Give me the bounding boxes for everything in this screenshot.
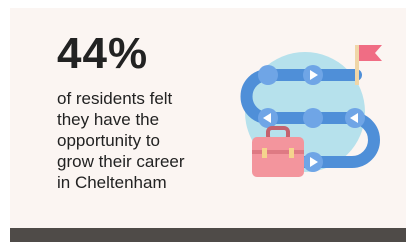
page: {"stat": "44%", "description_lines": ["o… bbox=[0, 0, 416, 242]
briefcase-band bbox=[252, 150, 304, 154]
briefcase bbox=[252, 137, 304, 177]
flag bbox=[359, 45, 382, 61]
flag-pole bbox=[355, 45, 359, 85]
briefcase-latch bbox=[289, 148, 294, 158]
briefcase-latch bbox=[262, 148, 267, 158]
illustration bbox=[0, 0, 416, 242]
